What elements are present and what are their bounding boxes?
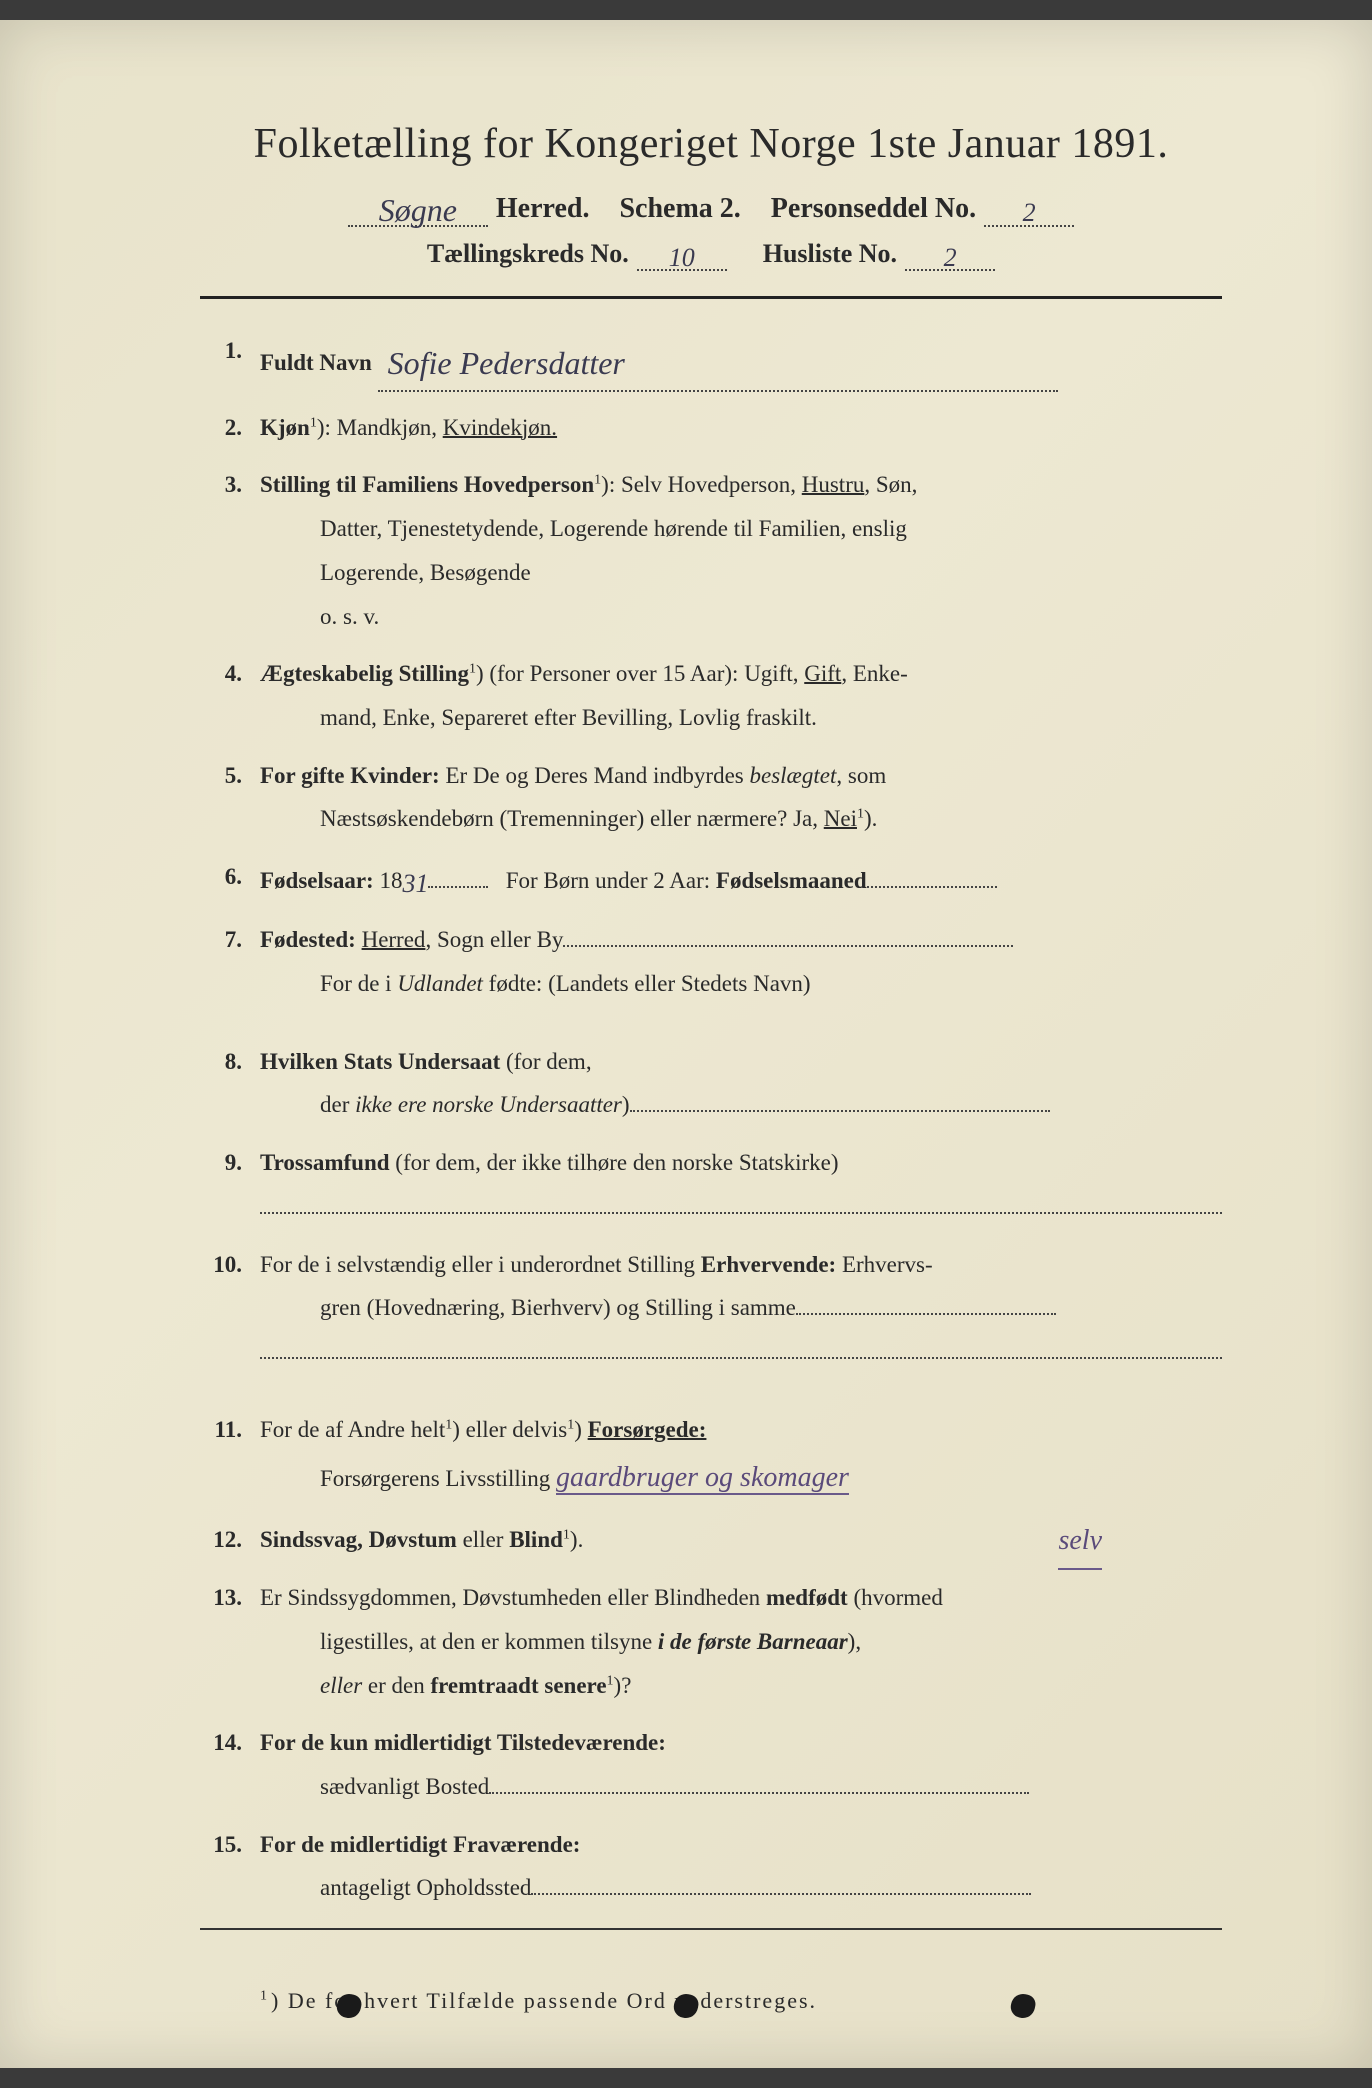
personseddel-no-field: 2 — [984, 193, 1074, 227]
census-form-page: Folketælling for Kongeriget Norge 1ste J… — [0, 20, 1372, 2068]
body-rule — [200, 1928, 1222, 1930]
kreds-no-field: 10 — [637, 239, 727, 271]
kreds-label: Tællingskreds No. — [427, 239, 629, 269]
husliste-label: Husliste No. — [763, 239, 897, 269]
disability-note: selv — [1058, 1514, 1102, 1569]
binding-holes — [0, 1994, 1372, 2018]
field-10-occupation: 10. For de i selvstændig eller i underor… — [200, 1243, 1222, 1374]
header-row-1: Søgne Herred. Schema 2. Personseddel No.… — [200, 188, 1222, 227]
field-2-sex: 2. Kjøn1): Mandkjøn, Kvindekjøn. — [200, 406, 1222, 450]
header-row-2: Tællingskreds No. 10 Husliste No. 2 — [200, 239, 1222, 271]
hole-icon — [672, 1992, 700, 2020]
herred-field: Søgne — [348, 188, 488, 227]
field-5-related: 5. For gifte Kvinder: Er De og Deres Man… — [200, 754, 1222, 841]
form-title: Folketælling for Kongeriget Norge 1ste J… — [200, 120, 1222, 168]
hole-icon — [1009, 1992, 1037, 2020]
field-8-citizenship: 8. Hvilken Stats Undersaat (for dem, der… — [200, 1040, 1222, 1127]
supporter-occupation: gaardbruger og skomager — [556, 1462, 849, 1495]
field-6-birthyear: 6. Fødselsaar: 1831 For Børn under 2 Aar… — [200, 855, 1222, 904]
header-rule — [200, 296, 1222, 299]
herred-label: Herred. — [496, 193, 590, 225]
field-12-disability: 12. Sindssvag, Døvstum eller Blind1). se… — [200, 1518, 1222, 1562]
field-13-congenital: 13. Er Sindssygdommen, Døvstumheden elle… — [200, 1576, 1222, 1707]
hole-icon — [334, 1992, 362, 2020]
field-1-name: 1. Fuldt Navn Sofie Pedersdatter — [200, 329, 1222, 392]
field-11-supported: 11. For de af Andre helt1) eller delvis1… — [200, 1408, 1222, 1505]
field-9-religion: 9. Trossamfund (for dem, der ikke tilhør… — [200, 1141, 1222, 1228]
name-value: Sofie Pedersdatter — [378, 329, 1058, 392]
husliste-no-field: 2 — [905, 239, 995, 271]
field-4-marital: 4. Ægteskabelig Stilling1) (for Personer… — [200, 652, 1222, 739]
form-body: 1. Fuldt Navn Sofie Pedersdatter 2. Kjøn… — [200, 329, 1222, 2022]
field-14-temporary-present: 14. For de kun midlertidigt Tilstedevære… — [200, 1721, 1222, 1808]
field-15-temporary-absent: 15. For de midlertidigt Fraværende: anta… — [200, 1823, 1222, 1910]
schema-label: Schema 2. — [619, 193, 740, 225]
form-header: Folketælling for Kongeriget Norge 1ste J… — [200, 120, 1222, 299]
field-7-birthplace: 7. Fødested: Herred, Sogn eller By For d… — [200, 918, 1222, 1005]
personseddel-label: Personseddel No. — [771, 193, 976, 225]
field-3-relation: 3. Stilling til Familiens Hovedperson1):… — [200, 463, 1222, 638]
